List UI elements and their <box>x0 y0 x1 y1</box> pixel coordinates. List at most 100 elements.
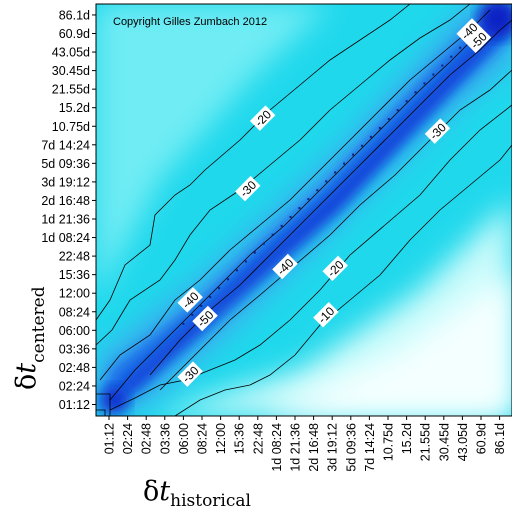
x-tick-label: 7d 14:24 <box>363 423 377 472</box>
heatmap-peak-top-right <box>478 4 512 38</box>
x-tick-label: 03:36 <box>158 423 172 454</box>
ridge-dot <box>378 126 381 129</box>
ridge-dot <box>191 313 194 316</box>
ridge-dot <box>325 180 328 183</box>
ridge-dot <box>432 73 435 76</box>
x-tick-label: 5d 09:36 <box>344 423 358 472</box>
ridge-dot <box>396 109 399 112</box>
contour-line <box>96 4 411 321</box>
x-axis-title: δthistorical <box>143 476 251 511</box>
ridge-dot <box>423 82 426 85</box>
contour-line <box>159 69 512 391</box>
y-tick-label: 1d 08:24 <box>41 231 90 245</box>
y-tick-label: 7d 14:24 <box>41 138 90 152</box>
y-tick-label: 01:12 <box>59 398 90 412</box>
ridge-dot <box>289 215 292 218</box>
contour-label-background <box>313 302 339 328</box>
ridge-dot <box>218 287 221 290</box>
x-tick-label: 15.2d <box>400 423 414 454</box>
x-tick-label: 60.9d <box>475 423 489 454</box>
x-tick-label: 1d 21:36 <box>289 423 303 472</box>
ridge-dot <box>414 91 417 94</box>
x-tick-label: 10.75d <box>382 423 396 461</box>
x-tick-label: 1d 08:24 <box>270 423 284 472</box>
ridge-dot <box>280 224 283 227</box>
contour-label-background <box>177 287 203 313</box>
x-tick-label: 08:24 <box>196 423 210 454</box>
y-tick-label: 5d 09:36 <box>41 157 90 171</box>
ridge-dot <box>334 171 337 174</box>
x-tick-label: 15:36 <box>233 423 247 454</box>
contour-labels: -10-20-20-30-30-30-40-40-40-50-50 <box>177 18 492 387</box>
x-tick-label: 22:48 <box>251 423 265 454</box>
contour-label-background <box>322 255 348 282</box>
y-axis-variable: t <box>11 363 42 374</box>
contour-line <box>149 19 512 376</box>
y-tick-label: 06:00 <box>59 324 90 338</box>
y-tick-label: 86.1d <box>59 8 90 22</box>
y-tick-label: 1d 21:36 <box>41 213 90 227</box>
ridge-dot <box>200 304 203 307</box>
ridge-dot <box>227 278 230 281</box>
y-tick-label: 03:36 <box>59 342 90 356</box>
plot-area: -10-20-20-30-30-30-40-40-40-50-50 Copyri… <box>96 4 512 416</box>
ridge-dot <box>343 162 346 165</box>
x-tick-label: 01:12 <box>103 423 117 454</box>
x-axis-variable: t <box>159 476 170 507</box>
y-tick-label: 08:24 <box>59 305 90 319</box>
x-tick-label: 06:00 <box>177 423 191 454</box>
y-tick-label: 60.9d <box>59 27 90 41</box>
ridge-dot <box>360 144 363 147</box>
ridge-dot <box>298 207 301 210</box>
contour-line <box>96 393 111 416</box>
ridge-dot <box>244 260 247 263</box>
y-tick-label: 43.05d <box>52 46 90 60</box>
y-tick-label: 3d 19:12 <box>41 175 90 189</box>
x-axis-subscript: historical <box>170 491 251 511</box>
contour-line <box>96 4 471 346</box>
ridge-dot <box>450 55 453 58</box>
ridge-dot <box>441 64 444 67</box>
ridge-dots <box>182 28 480 325</box>
y-tick-label: 30.45d <box>52 64 90 78</box>
x-tick-label: 02:24 <box>121 423 135 454</box>
ridge-dot <box>307 198 310 201</box>
plot-frame <box>95 3 512 417</box>
y-tick-label: 15:36 <box>59 268 90 282</box>
y-tick-label: 10.75d <box>52 120 90 134</box>
contour-label-background <box>424 118 451 144</box>
y-tick-label: 2d 16:48 <box>41 194 90 208</box>
contour-label-background <box>177 361 203 387</box>
x-tick-label: 30.45d <box>437 423 451 461</box>
x-tick-label: 02:48 <box>140 423 154 454</box>
copyright-annotation: Copyright Gilles Zumbach 2012 <box>113 16 267 28</box>
ridge-dot <box>209 296 212 299</box>
x-tick-label: 21.55d <box>419 423 433 461</box>
svg-text:δtcentered: δtcentered <box>11 286 49 390</box>
svg-text:δthistorical: δthistorical <box>143 476 251 511</box>
contour-label-background <box>192 305 218 332</box>
heatmap-upper-left-region <box>96 4 330 300</box>
y-tick-label: 21.55d <box>52 83 90 97</box>
ridge-dot <box>253 251 256 254</box>
x-tick-label: 3d 19:12 <box>326 423 340 472</box>
y-axis-title: δtcentered <box>11 286 49 390</box>
ridge-dot <box>316 189 319 192</box>
contour-line <box>109 104 512 411</box>
x-tick-label: 12:00 <box>214 423 228 454</box>
contour-label-background <box>272 253 298 280</box>
ridge-dot <box>271 233 274 236</box>
contour-label-background <box>249 105 276 131</box>
contour-label-background <box>465 27 492 53</box>
heatmap-very-low-region <box>260 270 512 416</box>
y-tick-label: 02:48 <box>59 361 90 375</box>
y-tick-label: 22:48 <box>59 250 90 264</box>
x-tick-label: 86.1d <box>493 423 507 454</box>
ridge-dot <box>182 322 185 325</box>
heatmap-ridge-core <box>120 20 505 395</box>
ridge-dot <box>235 269 238 272</box>
x-tick-label: 2d 16:48 <box>307 423 321 472</box>
heatmap-peak-bottom-left <box>101 386 129 414</box>
ridge-dot <box>352 153 355 156</box>
ridge-dot <box>387 118 390 121</box>
